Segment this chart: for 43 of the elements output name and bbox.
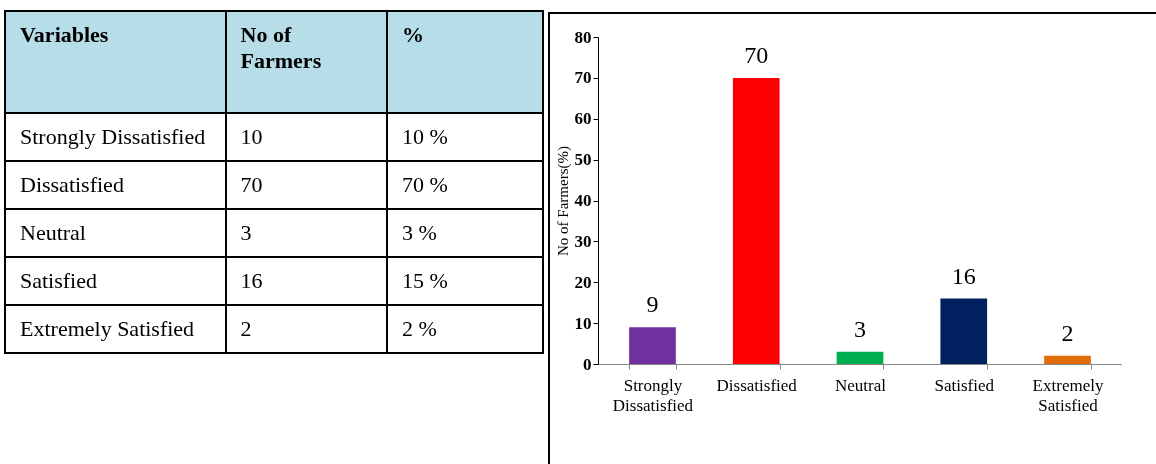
bar xyxy=(940,298,988,364)
x-tick-label: Strongly Dissatisfied xyxy=(612,375,694,415)
text: 10 % xyxy=(386,113,543,161)
data-label: 3 xyxy=(854,315,866,342)
y-tick-label: 20 xyxy=(574,272,592,292)
text: Variables xyxy=(5,11,226,113)
text: 15 % xyxy=(386,257,543,305)
text: % xyxy=(386,11,543,113)
x-tick-label: Extremely Satisfied xyxy=(1032,375,1104,415)
text: No of Farmers xyxy=(225,11,387,113)
text: 70 xyxy=(225,161,387,209)
text: 2 % xyxy=(386,305,543,353)
bar xyxy=(629,327,676,364)
data-label: 9 xyxy=(646,291,659,318)
text: 2 xyxy=(225,305,387,353)
y-axis-title: No of Farmers(%) xyxy=(554,146,572,256)
bar xyxy=(836,351,884,364)
text: Strongly Dissatisfied xyxy=(5,113,226,161)
data-label: 2 xyxy=(1061,319,1074,346)
text: Extremely Satisfied xyxy=(5,305,226,353)
x-tick-label: Neutral xyxy=(835,375,887,395)
bar xyxy=(732,77,780,364)
y-tick-label: 50 xyxy=(574,150,592,170)
text: 10 xyxy=(225,113,387,161)
text: Satisfied xyxy=(5,257,226,305)
y-tick-label: 80 xyxy=(574,27,592,47)
data-label: 70 xyxy=(744,41,769,68)
y-tick-label: 60 xyxy=(574,109,592,129)
x-tick-label: Dissatisfied xyxy=(716,375,798,395)
text: 16 xyxy=(225,257,387,305)
y-tick-label: 40 xyxy=(574,191,592,210)
y-tick-label: 0 xyxy=(583,354,592,374)
y-tick-label: 30 xyxy=(574,231,592,251)
y-tick-label: 70 xyxy=(574,68,592,88)
x-tick-label: Satisfied xyxy=(934,375,995,395)
text: 3 % xyxy=(386,209,543,257)
data-label: 16 xyxy=(951,262,976,289)
y-tick-label: 10 xyxy=(574,313,592,333)
text: 3 xyxy=(225,209,387,257)
text: Dissatisfied xyxy=(5,161,226,209)
text: Neutral xyxy=(5,209,226,257)
bar xyxy=(1044,355,1091,364)
text: 70 % xyxy=(386,161,543,209)
